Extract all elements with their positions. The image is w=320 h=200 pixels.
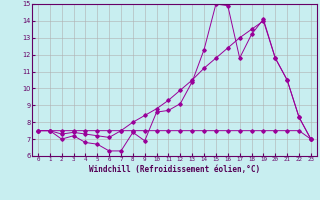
X-axis label: Windchill (Refroidissement éolien,°C): Windchill (Refroidissement éolien,°C) <box>89 165 260 174</box>
